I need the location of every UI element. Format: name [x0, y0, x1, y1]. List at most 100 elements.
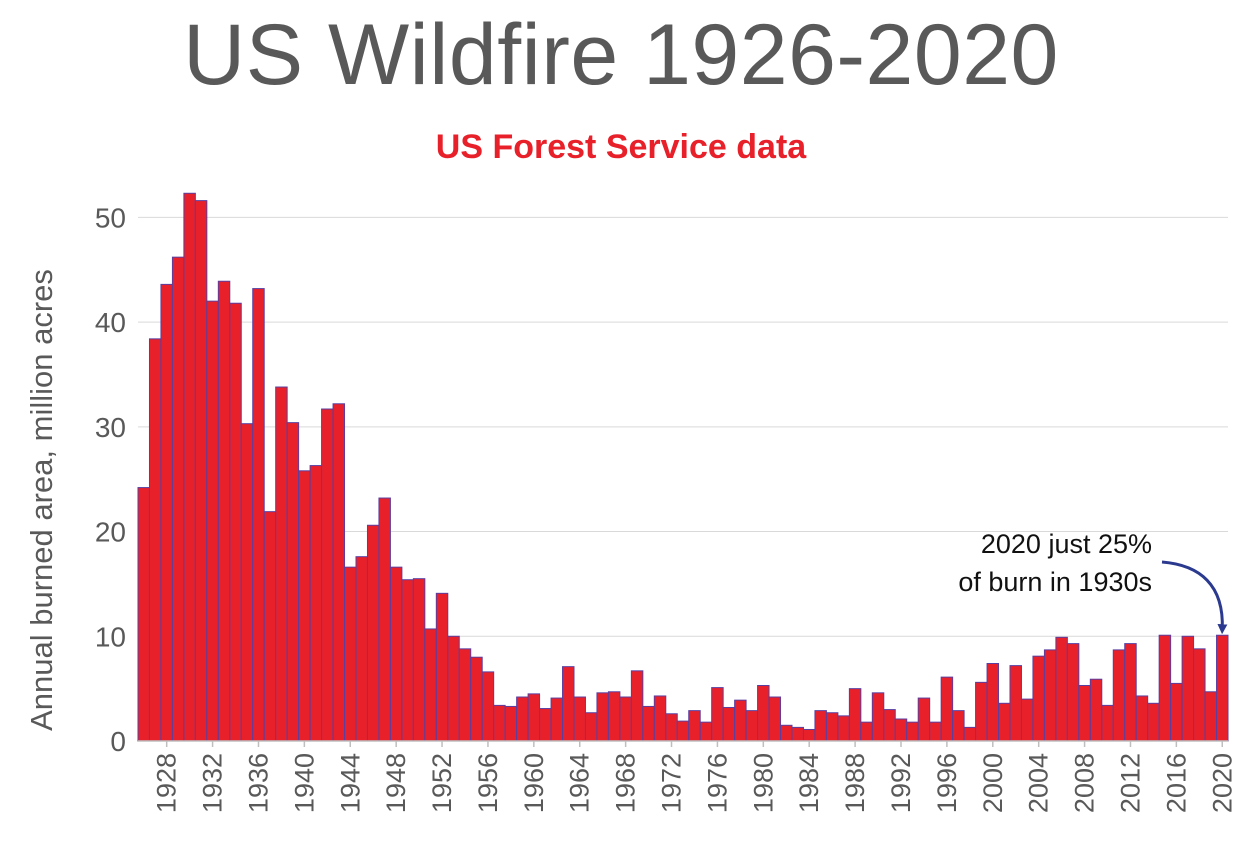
- bar-1937: [263, 511, 277, 742]
- bar-1969: [630, 670, 644, 742]
- x-tick-label: 2016: [1161, 753, 1191, 813]
- bar-1981: [768, 696, 782, 742]
- bar-1968: [619, 696, 632, 742]
- bar-1940: [298, 470, 311, 742]
- bar-2015: [1158, 634, 1172, 742]
- bar-1943: [332, 403, 346, 742]
- bar-1962: [550, 697, 564, 742]
- y-tick-label: 30: [95, 412, 126, 443]
- bar-1929: [171, 256, 185, 742]
- bar-2005: [1043, 649, 1057, 742]
- bar-1934: [229, 302, 242, 742]
- bar-1953: [447, 635, 460, 742]
- bar-1977: [722, 706, 736, 742]
- x-tick-label: 1948: [381, 753, 411, 813]
- annotation-line-2: of burn in 1930s: [958, 567, 1152, 597]
- bar-1928: [160, 283, 173, 742]
- bar-1963: [562, 666, 575, 742]
- bar-2003: [1020, 698, 1034, 742]
- bar-2007: [1066, 643, 1080, 742]
- bar-2018: [1193, 648, 1206, 742]
- bar-1938: [275, 386, 288, 742]
- bar-1946: [366, 524, 380, 742]
- bar-2002: [1009, 665, 1022, 742]
- bar-1988: [848, 688, 862, 742]
- bar-1993: [906, 721, 919, 742]
- bars: [137, 192, 1229, 742]
- bar-2004: [1032, 655, 1045, 742]
- x-tick-label: 2000: [978, 753, 1008, 813]
- y-tick-label: 40: [95, 307, 126, 338]
- bar-2001: [998, 702, 1011, 742]
- bar-1975: [699, 721, 713, 742]
- bar-1935: [240, 423, 254, 742]
- bar-1952: [435, 592, 449, 742]
- x-tick-label: 1964: [565, 753, 595, 813]
- chart-subtitle: US Forest Service data: [436, 128, 807, 166]
- bar-1978: [734, 699, 747, 742]
- x-tick-label: 1956: [473, 753, 503, 813]
- bar-1947: [378, 497, 391, 742]
- bar-2000: [986, 663, 1000, 742]
- bar-1950: [412, 578, 426, 742]
- bar-1960: [527, 693, 541, 742]
- annotation-line-1: 2020 just 25%: [981, 529, 1152, 559]
- bar-1997: [952, 710, 965, 742]
- bar-2014: [1147, 702, 1160, 742]
- bar-2019: [1204, 691, 1218, 742]
- bar-1944: [344, 566, 357, 742]
- bar-2009: [1089, 678, 1103, 742]
- bar-1931: [194, 200, 208, 742]
- x-tick-label: 2008: [1070, 753, 1100, 813]
- bar-1939: [286, 422, 300, 742]
- x-tick-label: 1968: [611, 753, 641, 813]
- bar-1954: [458, 648, 472, 742]
- x-tick-label: 1940: [289, 753, 319, 813]
- bar-1964: [573, 696, 586, 742]
- x-tick-label: 1932: [198, 753, 228, 813]
- bar-1973: [676, 720, 690, 742]
- bar-2008: [1078, 684, 1091, 742]
- bar-2006: [1055, 636, 1068, 742]
- bar-1992: [894, 718, 908, 742]
- x-tick-label: 1976: [702, 753, 732, 813]
- bar-1995: [929, 721, 942, 742]
- bar-2017: [1181, 635, 1195, 742]
- bar-1961: [539, 708, 552, 742]
- bar-1986: [825, 712, 839, 742]
- x-axis-ticks: 1928 1932 1936 1940 1944 1948 1952 1956 1960 1964…: [152, 741, 1237, 813]
- bar-1941: [309, 465, 323, 742]
- bar-1967: [607, 691, 621, 742]
- bar-1984: [802, 728, 816, 742]
- bar-1955: [470, 656, 483, 742]
- bar-1966: [596, 692, 609, 742]
- bar-2020: [1216, 634, 1229, 742]
- bar-1945: [355, 556, 368, 742]
- bar-1970: [642, 705, 655, 742]
- x-tick-label: 1996: [932, 753, 962, 813]
- y-tick-label: 0: [110, 726, 126, 757]
- bar-1991: [883, 709, 896, 742]
- bar-1927: [148, 338, 162, 742]
- bar-1936: [252, 288, 265, 742]
- bar-1959: [516, 696, 529, 742]
- x-tick-label: 1992: [886, 753, 916, 813]
- x-tick-label: 1980: [748, 753, 778, 813]
- x-tick-label: 2020: [1207, 753, 1237, 813]
- bar-1926: [137, 487, 150, 742]
- bar-1990: [871, 692, 885, 742]
- bar-1933: [217, 280, 231, 742]
- y-axis-ticks: 0 10 20 30 40 50: [95, 202, 126, 757]
- x-tick-label: 2004: [1024, 753, 1054, 813]
- chart-title: US Wildfire 1926-2020: [183, 7, 1059, 103]
- x-tick-label: 1988: [840, 753, 870, 813]
- bar-1979: [745, 710, 759, 742]
- bar-1958: [504, 705, 518, 742]
- bar-1965: [584, 712, 598, 742]
- bar-1985: [814, 710, 827, 742]
- bar-1942: [321, 408, 334, 742]
- x-tick-label: 1972: [657, 753, 687, 813]
- bar-1996: [940, 676, 954, 742]
- bar-2011: [1112, 649, 1126, 742]
